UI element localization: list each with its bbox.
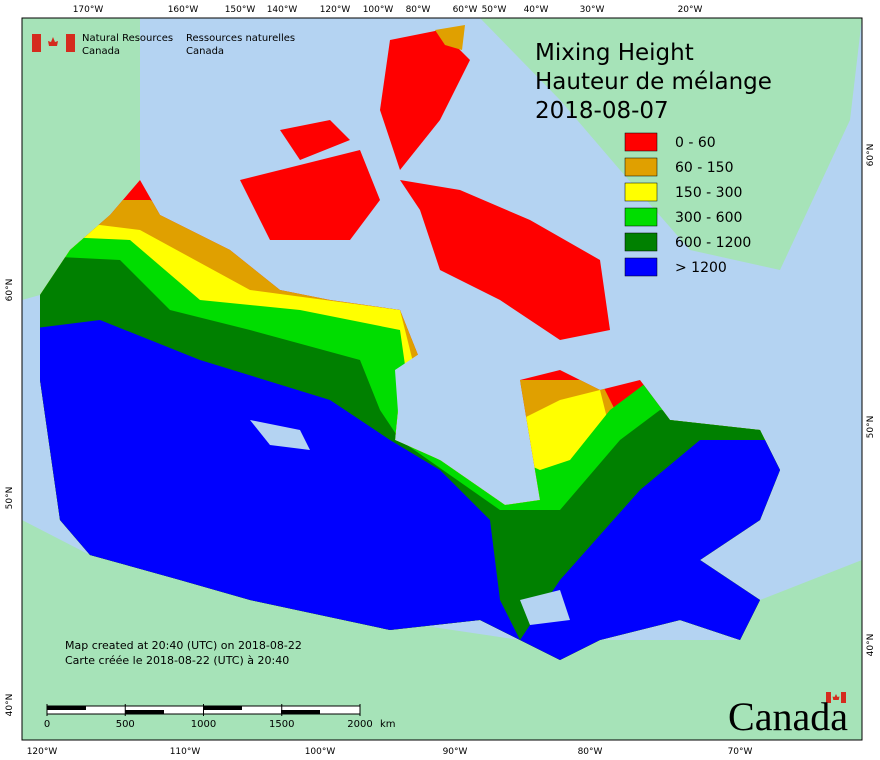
latitude-label: 50°N: [5, 487, 15, 510]
longitude-label: 120°W: [320, 5, 351, 15]
agency-fr: Canada: [186, 46, 224, 57]
longitude-label: 20°W: [678, 5, 703, 15]
usa: [22, 520, 862, 740]
longitude-label: 30°W: [580, 5, 605, 15]
island: [240, 150, 380, 240]
scale-label: 1500: [269, 719, 294, 730]
legend-swatch: [624, 132, 658, 152]
lake: [520, 590, 570, 625]
legend-label: 300 - 600: [675, 210, 742, 226]
legend-swatch: [624, 257, 658, 277]
legend-swatch: [624, 157, 658, 177]
longitude-label: 80°W: [406, 5, 431, 15]
flag-bar: [66, 34, 75, 52]
legend-swatch: [624, 182, 658, 202]
footer: Carte créée le 2018-08-22 (UTC) à 20:40: [65, 654, 289, 667]
longitude-label: 140°W: [267, 5, 298, 15]
longitude-label: 40°W: [524, 5, 549, 15]
flag-bar: [32, 34, 41, 52]
scale-segment: [125, 710, 164, 714]
scale-segment: [47, 706, 86, 710]
legend: 0 - 60 60 - 150 150 - 300 300 - 600 600 - 12…: [624, 132, 751, 277]
legend-label: 0 - 60: [675, 135, 716, 151]
longitude-label: 100°W: [363, 5, 394, 15]
scale-unit: km: [380, 719, 396, 730]
island: [280, 120, 350, 160]
maple-leaf: [832, 694, 840, 700]
footer: Map created at 20:40 (UTC) on 2018-08-22: [65, 639, 302, 652]
latitude-label: 60°N: [866, 144, 876, 167]
greenland: [480, 18, 862, 270]
scale-label: 500: [116, 719, 135, 730]
legend-swatch: [624, 232, 658, 252]
latitude-label: 40°N: [5, 694, 15, 717]
flag-bar: [841, 692, 846, 703]
lake: [250, 420, 310, 450]
longitude-label: 70°W: [728, 747, 753, 757]
alaska: [22, 18, 140, 300]
title: Hauteur de mélange: [535, 69, 772, 95]
longitude-label: 50°W: [482, 5, 507, 15]
agency: Natural Resources Canada Ressources natu…: [32, 33, 295, 57]
frame: [21, 17, 863, 741]
island: [435, 25, 465, 50]
legend-label: 150 - 300: [675, 185, 742, 201]
island: [380, 30, 470, 170]
legend-label: 60 - 150: [675, 160, 734, 176]
scale-segment: [203, 706, 242, 710]
wordmark: Canada: [728, 692, 848, 739]
scale-label: 2000: [347, 719, 372, 730]
longitude-label: 160°W: [168, 5, 199, 15]
flag-bar: [826, 692, 831, 703]
date: 2018-08-07: [535, 98, 669, 124]
legend-swatch: [624, 207, 658, 227]
scale-bar: 0 500 1000 1500 2000 km: [44, 704, 396, 730]
latitude-label: 40°N: [866, 634, 876, 657]
longitude-label: 170°W: [73, 5, 104, 15]
scale-segment: [281, 710, 320, 714]
longitude-label: 100°W: [305, 747, 336, 757]
agency-en: Canada: [82, 46, 120, 57]
maple-leaf: [48, 37, 58, 46]
agency-en: Natural Resources: [82, 33, 173, 44]
hudson-bay: [395, 340, 525, 480]
wordmark-text: Canada: [728, 694, 848, 739]
longitude-label: 90°W: [443, 747, 468, 757]
legend-label: 600 - 1200: [675, 235, 751, 251]
agency-fr: Ressources naturelles: [186, 33, 295, 44]
longitude-label: 80°W: [578, 747, 603, 757]
longitude-label: 60°W: [453, 5, 478, 15]
longitude-label: 150°W: [225, 5, 256, 15]
longitude-label: 110°W: [170, 747, 201, 757]
scale-label: 0: [44, 719, 50, 730]
latitude-label: 60°N: [5, 279, 15, 302]
latitude-label: 50°N: [866, 416, 876, 439]
title: Mixing Height: [535, 40, 694, 66]
legend-label: > 1200: [675, 260, 727, 276]
scale-label: 1000: [191, 719, 216, 730]
longitude-label: 120°W: [27, 747, 58, 757]
island: [400, 180, 610, 340]
